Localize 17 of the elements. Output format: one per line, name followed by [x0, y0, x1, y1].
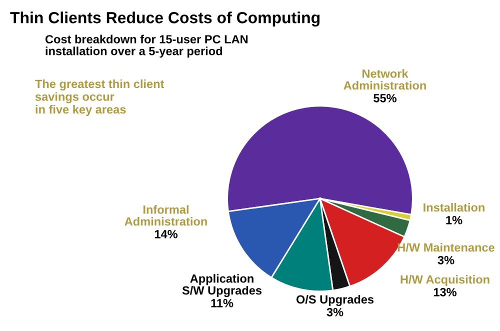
slice-label: Installation: [424, 202, 484, 212]
slice-label: Network Administration: [344, 69, 426, 90]
data-label: 14%: [154, 230, 178, 238]
chart-title: Thin Clients Reduce Costs of Computing: [10, 12, 320, 27]
data-label: 55%: [374, 94, 397, 102]
slice-label: H/W Acquisition: [400, 274, 490, 286]
data-label: 3%: [438, 256, 454, 264]
data-label: 11%: [211, 298, 234, 308]
slice-label: Informal Administration: [124, 205, 207, 226]
slice-label: Application S/W Upgrades: [182, 274, 262, 297]
slice-label: H/W Maintenance: [398, 242, 494, 252]
data-label: 13%: [434, 288, 457, 296]
text: The greatest thin client savings occur in five key areas: [35, 79, 164, 116]
data-label: 3%: [326, 308, 344, 316]
data-label: 1%: [446, 216, 462, 224]
chart-subtitle: Cost breakdown for 15-user PC LAN installation over a 5-year period: [45, 34, 248, 58]
slice-label: O/S Upgrades: [296, 294, 374, 306]
